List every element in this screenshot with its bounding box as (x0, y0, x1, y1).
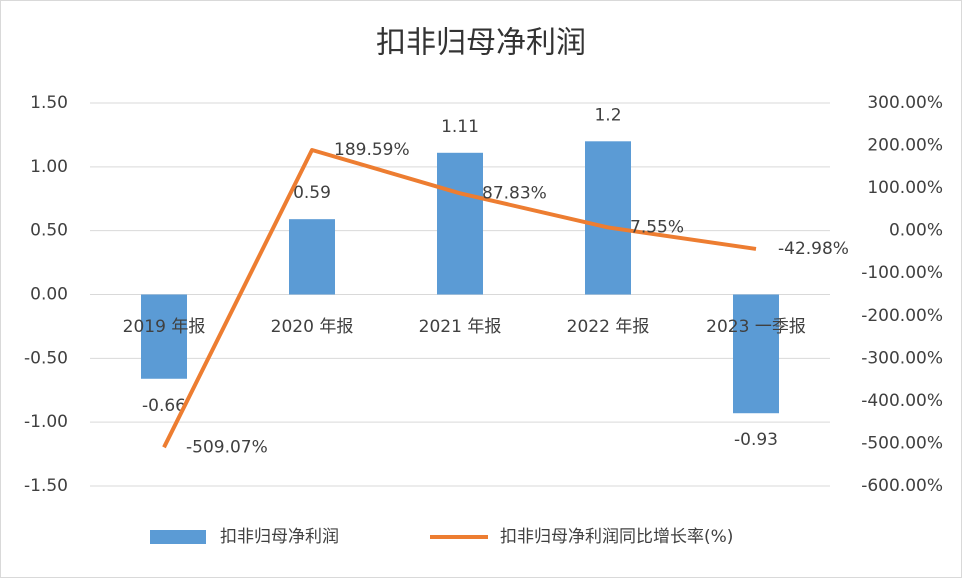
y2-tick-label: 0.00% (889, 221, 943, 241)
line-value-label: 7.55% (630, 217, 684, 237)
bar (141, 294, 187, 379)
bar (733, 294, 779, 414)
x-tick-label: 2021 年报 (419, 317, 502, 337)
y-tick-label: -0.50 (24, 348, 68, 368)
y-tick-label: -1.50 (24, 476, 68, 496)
bar-value-label: 0.59 (293, 183, 331, 203)
y2-tick-label: -600.00% (861, 476, 943, 496)
y2-tick-label: 200.00% (867, 136, 943, 156)
line-value-label: -42.98% (778, 239, 849, 259)
x-tick-label: 2023 一季报 (706, 317, 806, 337)
bar (437, 152, 483, 295)
line-value-label: 189.59% (334, 140, 410, 160)
bar-value-label: -0.93 (734, 430, 778, 450)
y2-tick-label: -300.00% (861, 348, 943, 368)
legend-swatch (150, 530, 206, 544)
y-tick-label: 0.50 (30, 221, 68, 241)
y2-tick-label: -400.00% (861, 391, 943, 411)
x-tick-label: 2019 年报 (123, 317, 206, 337)
x-tick-label: 2020 年报 (271, 317, 354, 337)
y2-tick-label: -100.00% (861, 263, 943, 283)
line-value-label: -509.07% (186, 437, 268, 457)
y2-tick-label: 300.00% (867, 93, 943, 113)
bar-value-label: 1.11 (441, 117, 479, 137)
y-tick-label: 1.50 (30, 93, 68, 113)
bar-value-label: -0.66 (142, 396, 186, 416)
line-value-label: 87.83% (482, 183, 547, 203)
y2-tick-label: 100.00% (867, 178, 943, 198)
y-tick-label: -1.00 (24, 412, 68, 432)
bar (585, 141, 631, 295)
legend-label: 扣非归母净利润同比增长率(%) (500, 527, 733, 547)
y2-tick-label: -500.00% (861, 433, 943, 453)
bar-value-label: 1.2 (594, 105, 621, 125)
y-tick-label: 1.00 (30, 157, 68, 177)
x-tick-label: 2022 年报 (567, 317, 650, 337)
bar (289, 219, 335, 295)
y2-tick-label: -200.00% (861, 306, 943, 326)
chart-title: 扣非归母净利润 (376, 26, 586, 61)
legend-label: 扣非归母净利润 (220, 527, 339, 547)
line (162, 147, 757, 449)
y-tick-label: 0.00 (30, 285, 68, 305)
